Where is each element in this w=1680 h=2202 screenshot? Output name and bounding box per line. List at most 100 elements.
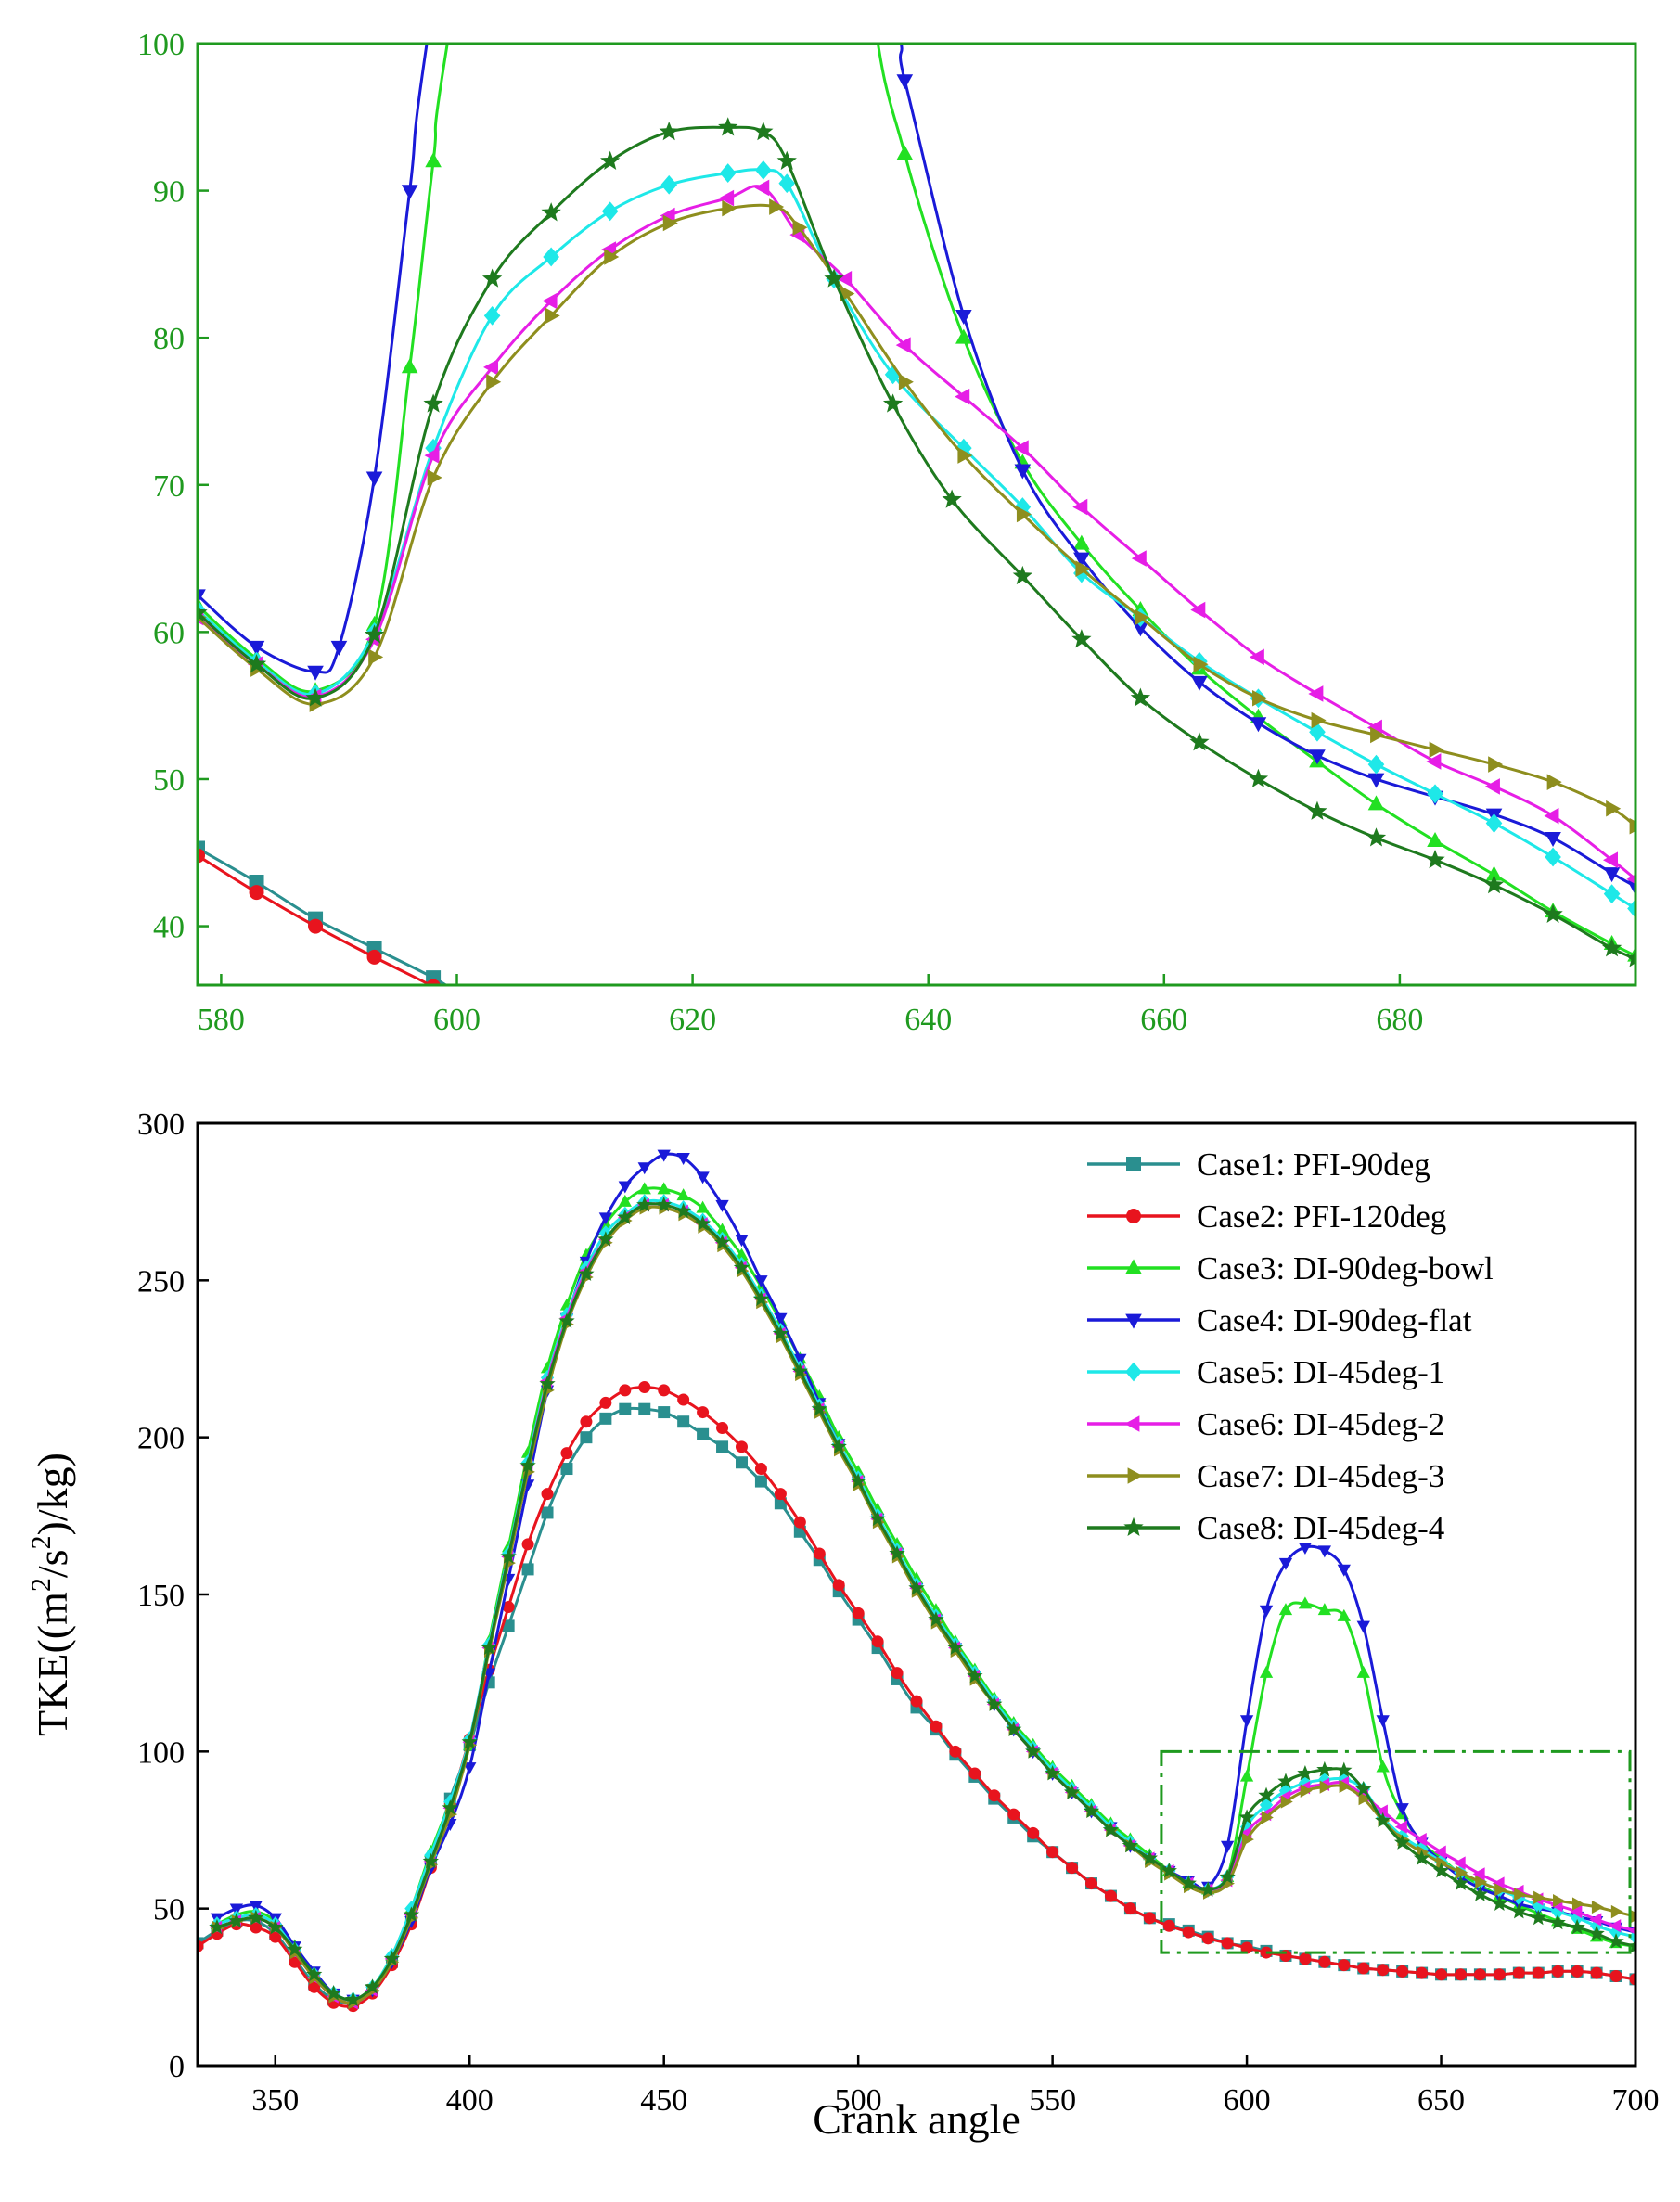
series-c7-point (1358, 1791, 1371, 1806)
series-c7-point (1241, 1833, 1254, 1847)
series-c2-point (658, 1384, 671, 1397)
inset-zoom-chart: 580 600 620 640 660 680 40 50 60 70 80 90 100 (137, 28, 1637, 1037)
series-c1-point (619, 1402, 632, 1415)
series-c2-point (638, 1380, 651, 1393)
series-c3-point (401, 358, 418, 374)
series-c3-point (657, 1182, 671, 1195)
series-c7-point (1494, 1883, 1507, 1897)
series-c8-point (713, 1234, 731, 1250)
series-c4-point (401, 185, 418, 200)
series-c2 (198, 848, 441, 985)
series-c4-point (896, 74, 914, 90)
legend-label: Case4: DI-90deg-flat (1197, 1302, 1472, 1338)
series-c4-point (1309, 749, 1326, 765)
series-c7-point (604, 249, 620, 265)
series-c6-point (1394, 1820, 1407, 1834)
series-c5-point (1545, 847, 1561, 867)
series-c2-point (930, 1720, 943, 1733)
series-c8-point (481, 1639, 497, 1655)
series-c4-point (1317, 1545, 1332, 1558)
series-c8-point (824, 268, 844, 288)
series-c7-point (1546, 774, 1562, 790)
series-c3-point (1073, 534, 1090, 550)
series-c7-point (1339, 1779, 1352, 1794)
series-c5-point (1485, 813, 1503, 833)
y-tick-label: 90 (153, 175, 185, 210)
series-c2-point (1629, 1973, 1635, 1986)
y-tick-label: 250 (137, 1264, 185, 1299)
series-c8-point (539, 1375, 556, 1391)
series-c6-point (1484, 778, 1500, 795)
series-c8-point (481, 268, 503, 288)
series-c6-point (1453, 1856, 1466, 1870)
series-c1-point (735, 1456, 748, 1469)
series-c2-point (289, 1955, 301, 1968)
series-c8-point (659, 121, 679, 141)
series-c1-point (449, 984, 465, 985)
series-c7-point (1553, 1894, 1566, 1908)
x-tick-label: 640 (904, 1003, 952, 1037)
series-c4-point (1376, 1715, 1390, 1728)
series-c2-point (560, 1447, 573, 1460)
series-c8-point (1608, 1933, 1624, 1949)
series-c2-point (1240, 1941, 1253, 1954)
series-c3-point (1485, 865, 1503, 881)
series-c2-point (269, 1930, 282, 1943)
series-c8-point (228, 1913, 245, 1928)
series-c7-point (1016, 506, 1032, 523)
x-tick-label: 650 (1417, 2083, 1465, 2118)
series-c6-point (837, 270, 853, 288)
series-c8-point (889, 1544, 905, 1561)
series-c4-point (774, 1312, 788, 1325)
series-c4-point (365, 471, 383, 487)
series-c8-point (519, 1457, 536, 1473)
series-c8-point (597, 1231, 614, 1247)
legend-marker (1125, 1259, 1142, 1274)
series-c5-point (1571, 1910, 1584, 1927)
series-c7-point (792, 219, 808, 237)
series-c2-point (1416, 1966, 1429, 1979)
series-c8-point (733, 1259, 750, 1275)
series-c7-point (1475, 1875, 1488, 1889)
legend-label: Case2: PFI-120deg (1197, 1198, 1446, 1235)
series-c6-point (1609, 1919, 1622, 1933)
series-c3-point (618, 1194, 632, 1207)
series-c4-point (248, 640, 265, 656)
series-c1 (198, 840, 465, 985)
series-c2-point (198, 848, 205, 864)
series-c6-point (1433, 1845, 1446, 1859)
series-c8-point (344, 1991, 362, 2007)
series-c8-point (1277, 1773, 1294, 1788)
legend-marker (1124, 1415, 1140, 1432)
series-c2-point (599, 1396, 612, 1409)
series-c8-point (461, 1734, 478, 1749)
series-c2-point (1454, 1968, 1467, 1981)
series-c8-point (1549, 1914, 1566, 1930)
main-tke-chart: 350 400 450 500 550 600 650 700 0 50 100 150 200 250 3… (26, 1107, 1660, 2143)
series-c2-point (988, 1789, 1001, 1802)
series-c6-point (955, 388, 970, 405)
x-tick-label: 450 (640, 2083, 687, 2118)
series-c1-point (754, 1475, 767, 1488)
legend-item-c3: Case3: DI-90deg-bowl (1087, 1250, 1494, 1287)
y-tick-label: 0 (169, 2050, 185, 2084)
series-c7-point (368, 648, 384, 666)
series-c8-point (267, 1918, 284, 1935)
legend-label: Case3: DI-90deg-bowl (1197, 1250, 1494, 1287)
series-c2-point (521, 1538, 534, 1551)
series-c2-point (1085, 1877, 1098, 1890)
series-c7-point (1429, 741, 1444, 759)
y-tick-label: 50 (153, 1893, 185, 1927)
legend-marker (1126, 1157, 1141, 1171)
series-c8-point (1006, 1721, 1022, 1736)
series-c8-point (287, 1940, 303, 1957)
series-c1-point (638, 1402, 651, 1415)
series-c7-point (1075, 560, 1091, 577)
series-c7-point (486, 373, 502, 390)
series-c6-point (1589, 1913, 1602, 1927)
series-c8-point (578, 1265, 595, 1281)
x-tick-label: 350 (251, 2083, 299, 2118)
series-c8-point (1625, 948, 1635, 967)
series-c2-point (580, 1415, 593, 1428)
